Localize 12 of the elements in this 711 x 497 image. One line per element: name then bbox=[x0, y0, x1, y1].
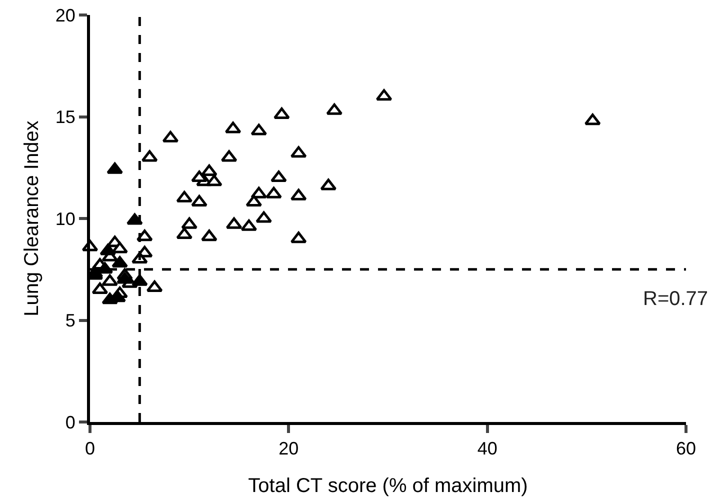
x-tick-label: 40 bbox=[477, 438, 498, 459]
x-axis-title: Total CT score (% of maximum) bbox=[248, 475, 528, 497]
y-tick-label: 10 bbox=[55, 208, 76, 229]
y-tick-label: 5 bbox=[65, 310, 76, 331]
x-tick-label: 60 bbox=[676, 438, 696, 459]
y-tick-label: 0 bbox=[65, 412, 76, 432]
y-tick-label: 15 bbox=[55, 107, 76, 128]
y-axis-title: Lung Clearance Index bbox=[21, 120, 43, 316]
x-tick-label: 0 bbox=[84, 438, 96, 459]
x-tick-label: 20 bbox=[278, 438, 299, 459]
annotation: R=0.77 bbox=[643, 288, 708, 310]
y-tick-label: 20 bbox=[55, 5, 76, 26]
